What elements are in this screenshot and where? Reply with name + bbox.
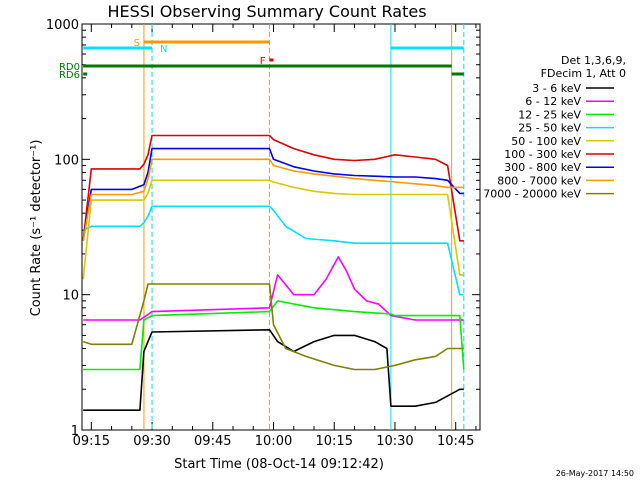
x-tick-label: 10:15 <box>316 434 353 449</box>
legend-entry-label: 50 - 100 keV <box>511 135 581 148</box>
y-axis-label: Count Rate (s⁻¹ detector⁻¹) <box>29 140 44 317</box>
legend-entry-label: 300 - 800 keV <box>504 161 581 174</box>
series-line <box>82 205 464 296</box>
legend-header-line-2: FDecim 1, Att 0 <box>541 67 626 80</box>
y-tick-label: 1 <box>71 424 79 439</box>
legend-entry-label: 800 - 7000 keV <box>497 174 581 187</box>
legend-entry-label: 25 - 50 keV <box>518 122 581 135</box>
series-line <box>83 256 464 321</box>
state-bar-label: F <box>260 56 266 67</box>
state-bar-label: N <box>160 44 167 55</box>
chart-title: HESSI Observing Summary Count Rates <box>107 2 426 21</box>
legend-header-line-1: Det 1,3,6,9, <box>561 54 626 67</box>
x-tick-label: 10:30 <box>376 434 413 449</box>
y-tick-label: 1000 <box>46 18 79 33</box>
legend-entry-label: 100 - 300 keV <box>504 148 581 161</box>
legend-entry-label: 12 - 25 keV <box>518 108 581 121</box>
series-line <box>83 300 465 371</box>
y-tick-label: 10 <box>62 289 79 304</box>
series-line <box>83 328 464 412</box>
series-line <box>82 158 464 241</box>
state-bar-label: RD6 <box>59 70 80 81</box>
state-bar-label: S <box>134 38 140 49</box>
legend: Det 1,3,6,9, FDecim 1, Att 0 3 - 6 keV6 … <box>483 54 626 201</box>
timestamp: 26-May-2017 14:50 <box>556 469 634 478</box>
series-line <box>82 147 464 241</box>
series-line <box>82 179 464 280</box>
state-bar-label: RD0 <box>59 62 80 73</box>
x-tick-label: 10:00 <box>255 434 292 449</box>
series-line <box>82 283 464 371</box>
x-tick-label: 09:30 <box>133 434 170 449</box>
x-tick-label: 09:45 <box>194 434 231 449</box>
y-tick-label: 100 <box>54 153 79 168</box>
plot-frame <box>81 23 481 431</box>
plot-area: 09:15 09:30 09:45 10:00 10:15 10:30 10:45 1 10 10… <box>46 18 481 449</box>
x-tick-label: 09:15 <box>73 434 110 449</box>
series-line <box>82 134 464 242</box>
legend-entry-label: 3 - 6 keV <box>532 82 581 95</box>
legend-entry-label: 6 - 12 keV <box>525 95 581 108</box>
x-axis-label: Start Time (08-Oct-14 09:12:42) <box>174 457 384 472</box>
x-tick-label: 10:45 <box>437 434 474 449</box>
legend-entry-label: 7000 - 20000 keV <box>483 188 581 201</box>
